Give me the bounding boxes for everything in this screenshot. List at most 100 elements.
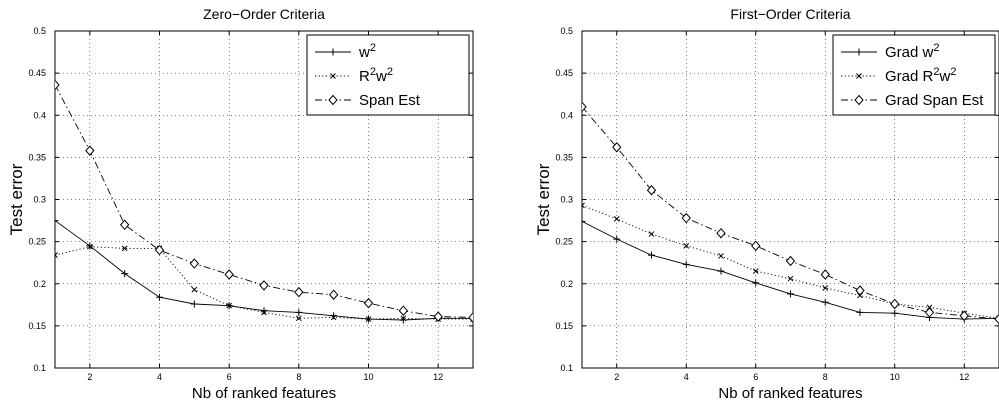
data-point — [717, 267, 725, 275]
data-point — [890, 298, 900, 310]
y-axis-label: Test error — [7, 163, 26, 235]
data-point — [613, 216, 620, 222]
legend-marker — [854, 94, 864, 106]
legend-label: R2w2 — [359, 66, 393, 85]
legend-label: Span Est — [359, 92, 421, 109]
y-tick-label: 0.1 — [560, 363, 573, 373]
y-tick-label: 0.25 — [28, 237, 46, 247]
data-point — [752, 268, 759, 274]
y-tick-label: 0.25 — [555, 237, 573, 247]
data-point — [856, 308, 864, 316]
x-tick-label: 4 — [684, 372, 689, 382]
data-point — [994, 313, 999, 325]
data-point — [154, 244, 165, 256]
data-point — [189, 258, 200, 269]
x-tick-label: 10 — [363, 372, 373, 382]
y-tick-label: 0.2 — [33, 279, 46, 289]
series-2 — [55, 79, 473, 323]
legend-label-sup2: 2 — [950, 66, 956, 78]
data-point — [328, 289, 339, 300]
y-tick-label: 0.35 — [555, 152, 573, 162]
data-point — [85, 145, 95, 156]
data-point — [468, 312, 473, 323]
legend-label: Grad R2w2 — [885, 66, 956, 85]
data-point — [613, 235, 621, 243]
x-tick-label: 2 — [614, 372, 619, 382]
data-point — [191, 286, 198, 293]
legend-label-part: Grad w — [885, 44, 934, 61]
data-point — [681, 212, 691, 224]
data-point — [86, 243, 93, 250]
data-point — [582, 101, 587, 113]
legend-label: w2 — [358, 42, 376, 61]
data-point — [820, 269, 830, 280]
legend-label-part2: w — [938, 68, 950, 85]
y-tick-label: 0.15 — [28, 321, 46, 331]
legend-label-sup: 2 — [933, 42, 939, 54]
legend-marker — [328, 94, 338, 106]
legend-label-part: R — [359, 68, 370, 85]
data-point — [752, 279, 760, 287]
legend-label-part: w — [358, 44, 370, 61]
data-point — [294, 286, 304, 298]
x-tick-label: 10 — [890, 372, 900, 382]
x-tick-label: 8 — [296, 372, 301, 382]
x-tick-label: 4 — [157, 372, 162, 382]
data-point — [612, 142, 622, 153]
data-point — [646, 184, 657, 196]
data-point — [224, 269, 234, 280]
data-point — [822, 285, 829, 291]
y-tick-label: 0.5 — [560, 26, 573, 36]
x-tick-label: 12 — [433, 372, 443, 382]
legend-marker — [856, 73, 862, 79]
y-tick-label: 0.5 — [33, 26, 46, 36]
y-tick-label: 0.4 — [560, 110, 573, 120]
data-point — [400, 315, 407, 322]
data-point — [785, 255, 796, 267]
data-point — [683, 242, 690, 249]
x-tick-label: 6 — [227, 372, 232, 382]
y-tick-label: 0.3 — [560, 195, 573, 205]
x-tick-label: 8 — [823, 372, 828, 382]
data-point — [648, 231, 655, 237]
data-point — [787, 275, 794, 282]
data-point — [86, 242, 94, 250]
data-point — [121, 270, 129, 278]
y-tick-label: 0.35 — [28, 152, 46, 162]
data-point — [398, 305, 409, 316]
data-point — [365, 316, 372, 322]
data-point — [363, 297, 374, 309]
data-point — [295, 308, 303, 316]
legend-label-part: Span Est — [359, 92, 421, 109]
legend-marker — [855, 48, 863, 56]
data-point — [261, 309, 267, 316]
y-axis-label: Test error — [534, 163, 553, 235]
data-point — [787, 290, 794, 298]
legend-label-part2: w — [375, 68, 387, 85]
data-point — [156, 293, 163, 301]
x-tick-label: 12 — [959, 372, 969, 382]
y-tick-label: 0.3 — [33, 195, 46, 205]
data-point — [121, 245, 128, 252]
chart-title: Zero−Order Criteria — [203, 6, 325, 22]
x-axis-label: Nb of ranked features — [192, 385, 336, 402]
data-point — [55, 217, 59, 225]
data-point — [55, 252, 58, 258]
chart-first-order: 2 4 6 8 10 12 0.1 0.15 0.2 0.25 0.3 0.35 0.4 0.45 0.5 F… — [534, 6, 999, 402]
data-point — [295, 315, 302, 322]
data-point — [924, 307, 935, 318]
x-tick-label: 6 — [753, 372, 758, 382]
data-point — [190, 300, 198, 308]
data-point — [433, 311, 443, 322]
data-point — [959, 310, 969, 322]
legend-label-part: Grad Span Est — [885, 92, 984, 109]
series-2 — [582, 101, 999, 325]
data-point — [682, 260, 690, 268]
y-tick-label: 0.15 — [555, 321, 573, 331]
chart-zero-order: 2 4 6 8 10 12 0.1 0.15 0.2 0.25 0.3 0.35 0.4 0.45 0.5 Z… — [7, 6, 474, 402]
data-point — [582, 217, 586, 225]
y-tick-label: 0.45 — [555, 68, 573, 78]
legend-label-part: Grad R — [885, 68, 934, 85]
